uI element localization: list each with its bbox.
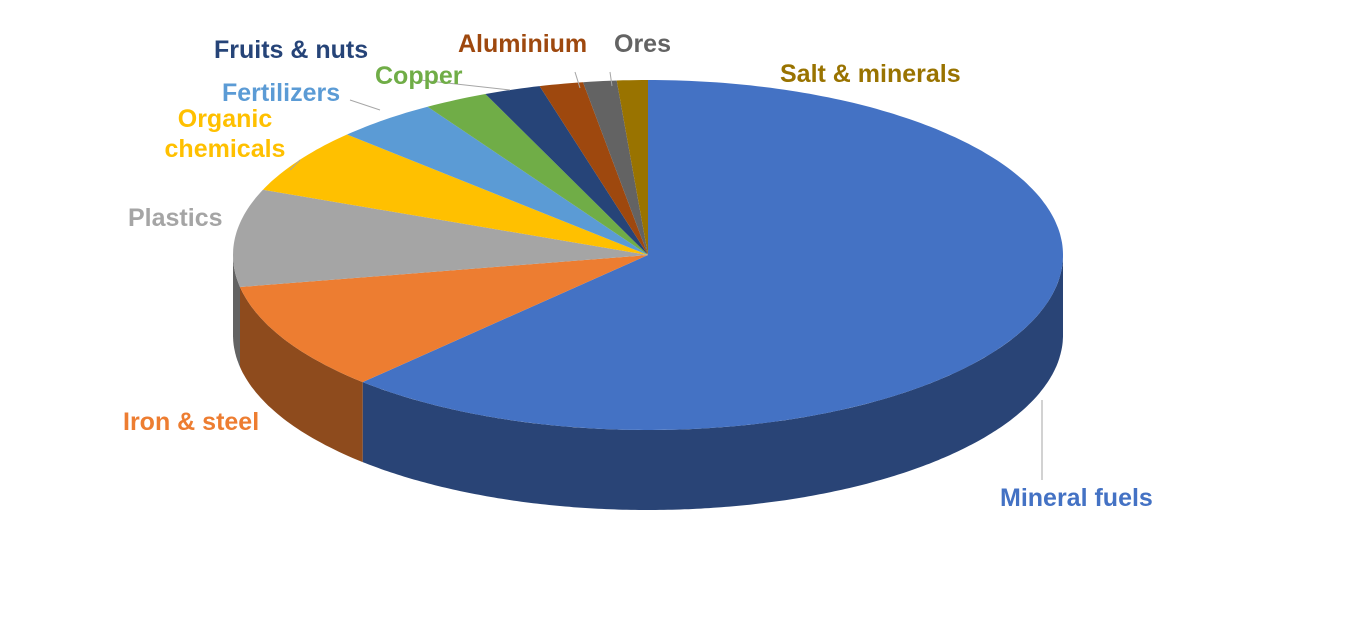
slice-side-mineral-fuels xyxy=(362,255,1063,510)
slice-plastics xyxy=(233,189,648,287)
slice-salt-minerals xyxy=(616,80,648,255)
label-organic-chemicals: Organic chemicals xyxy=(164,105,286,163)
label-plastics: Plastics xyxy=(128,204,223,232)
pie-tops xyxy=(233,80,1063,430)
slice-copper xyxy=(427,94,648,255)
label-fruits-nuts: Fruits & nuts xyxy=(214,36,369,64)
pie-sides xyxy=(233,255,1063,510)
slice-ores xyxy=(583,80,648,255)
label-ores: Ores xyxy=(614,30,671,58)
leader-line xyxy=(349,99,381,111)
slice-side-plastics xyxy=(233,255,240,367)
label-fertilizers: Fertilizers xyxy=(222,79,341,107)
label-copper: Copper xyxy=(375,62,463,90)
leader-line xyxy=(289,159,301,171)
leader-line xyxy=(419,79,511,91)
slice-mineral-fuels xyxy=(362,80,1063,430)
slice-fruits-nuts xyxy=(485,86,648,255)
slice-organic-chemicals xyxy=(262,134,648,255)
slice-side-iron-steel xyxy=(240,287,363,463)
slice-aluminium xyxy=(539,82,648,255)
slice-iron-steel xyxy=(240,255,648,383)
slice-fertilizers xyxy=(347,106,648,255)
label-mineral-fuels: Mineral fuels xyxy=(1000,484,1153,512)
label-salt-minerals: Salt & minerals xyxy=(780,60,961,88)
leader-line xyxy=(574,71,581,89)
label-aluminium: Aluminium xyxy=(458,30,588,58)
leader-line xyxy=(609,71,613,87)
label-iron-steel: Iron & steel xyxy=(123,408,260,436)
